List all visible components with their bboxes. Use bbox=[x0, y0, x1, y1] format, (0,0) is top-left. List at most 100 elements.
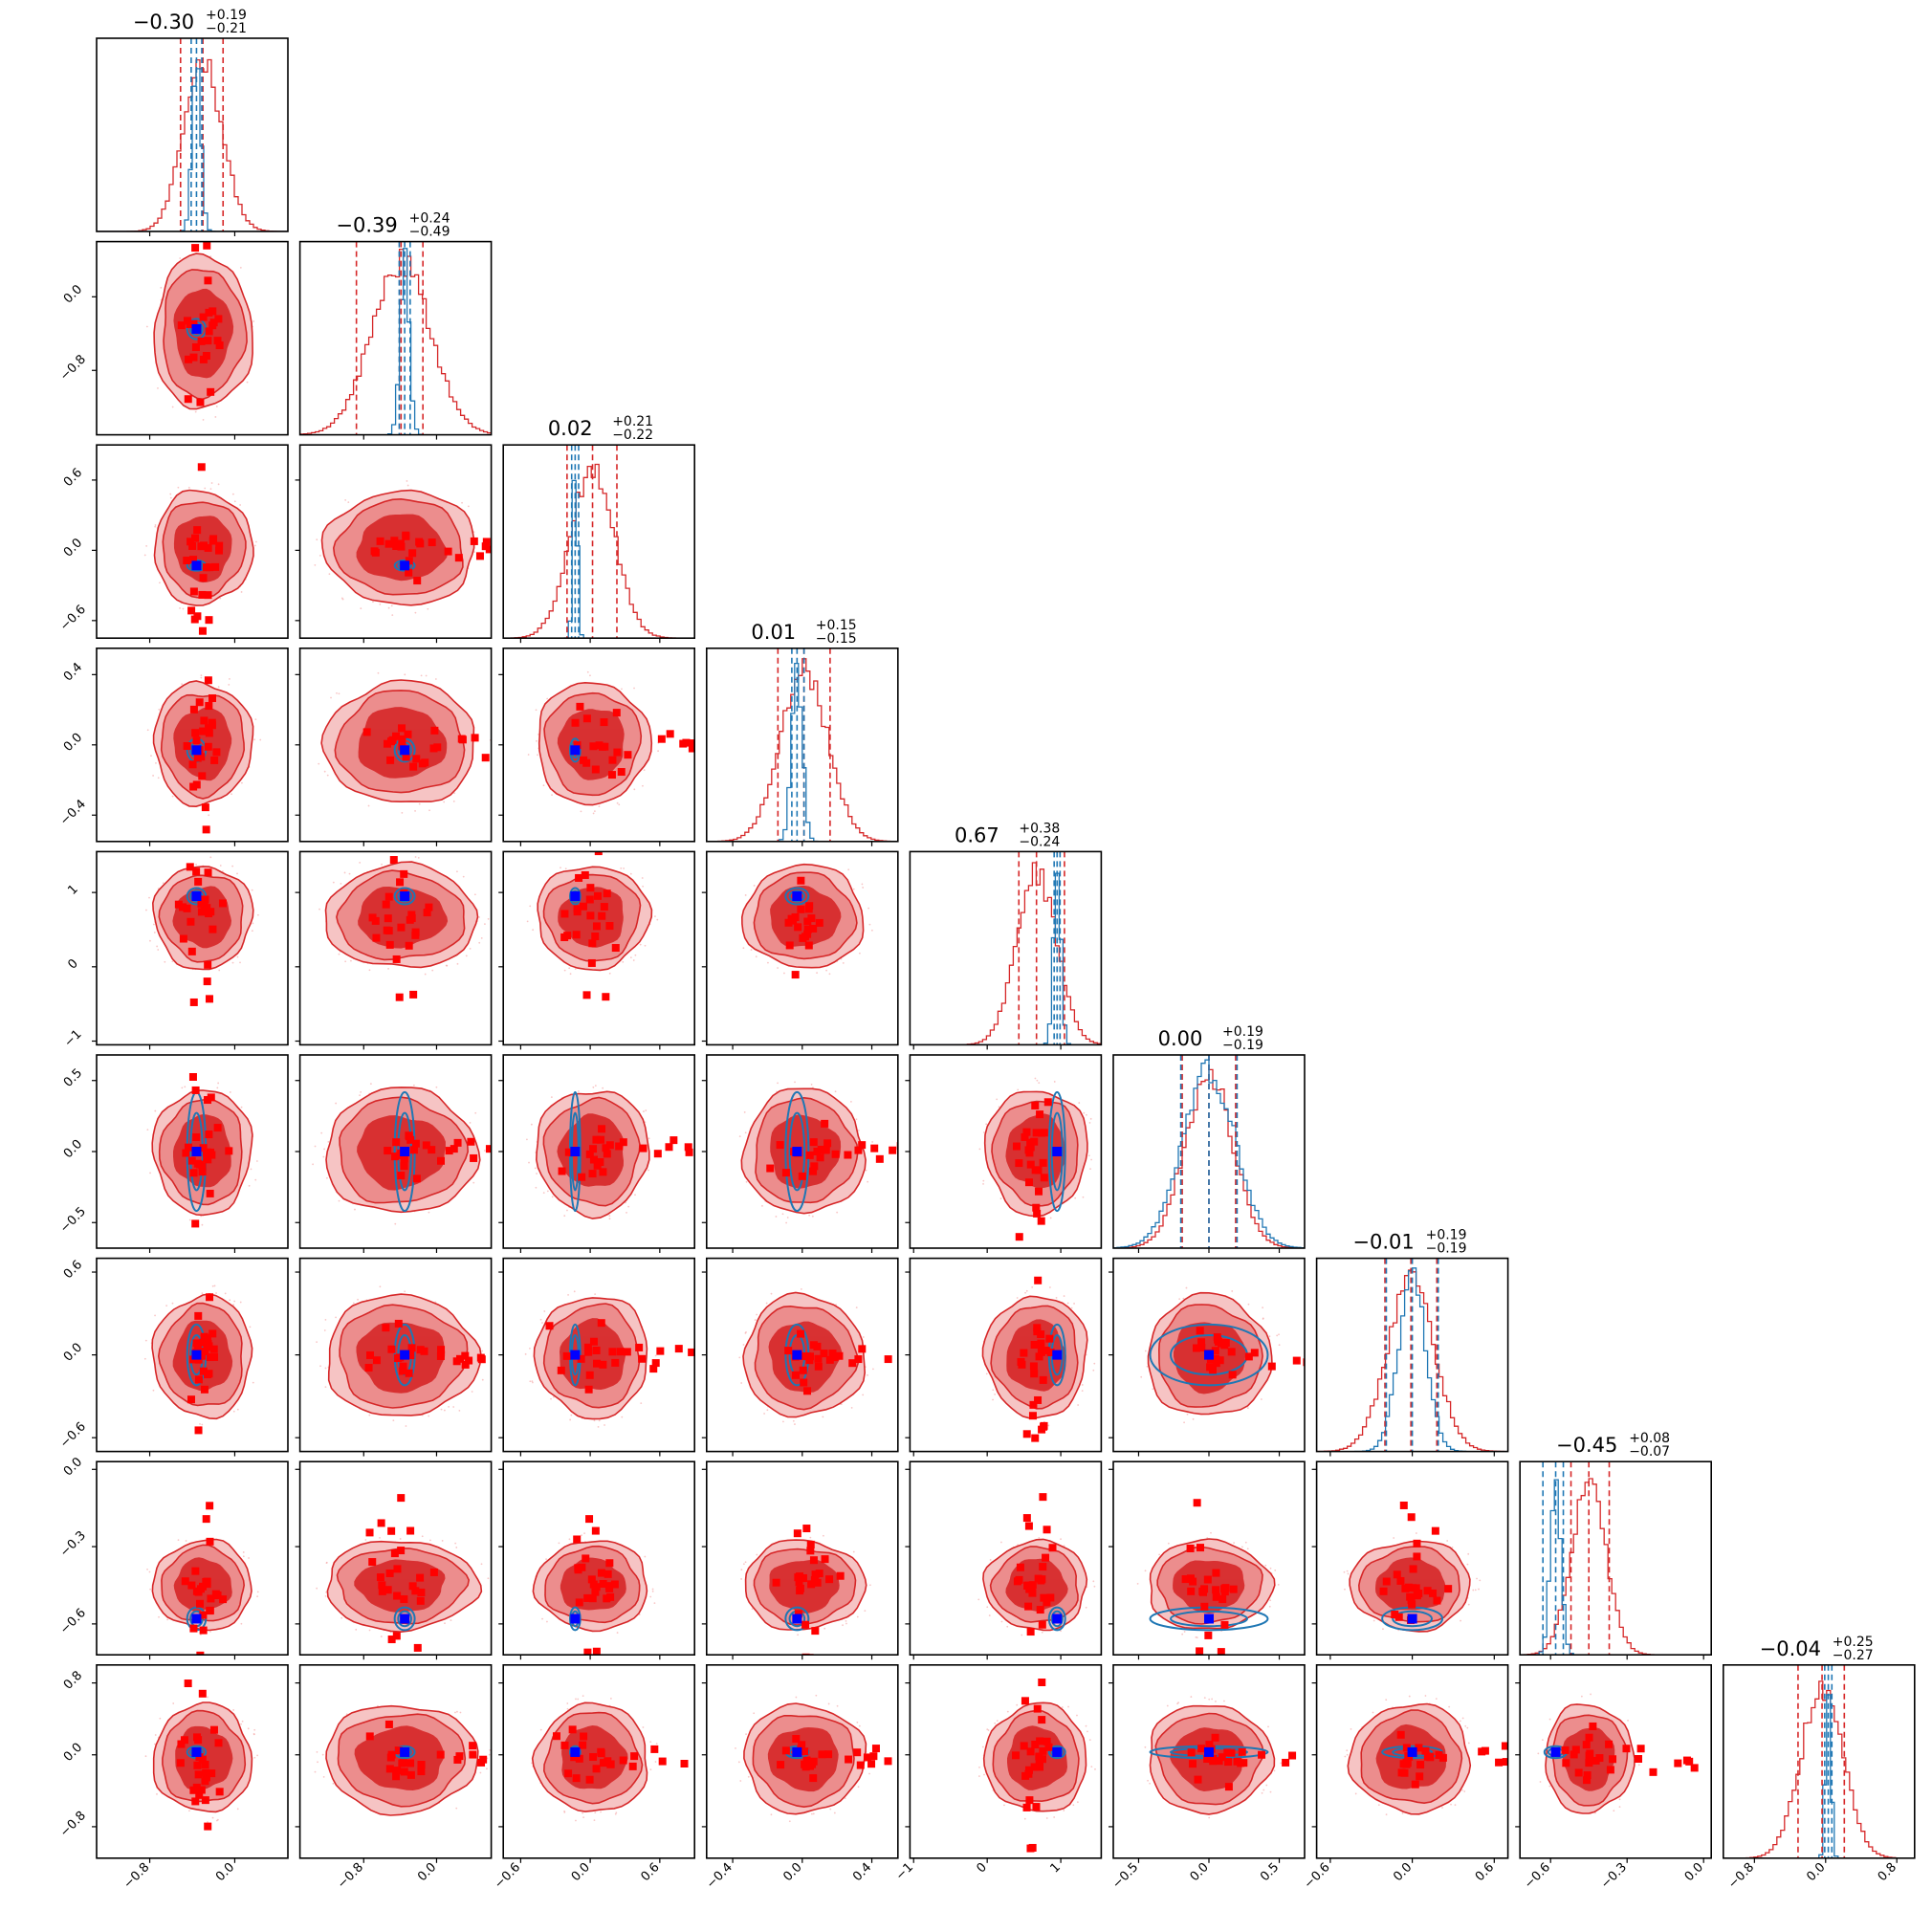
red-sample-point bbox=[368, 1414, 371, 1416]
red-sample-point bbox=[598, 805, 601, 807]
red-square-marker bbox=[1036, 1110, 1044, 1119]
red-sample-point bbox=[169, 493, 172, 495]
red-square-marker bbox=[809, 1774, 818, 1783]
red-sample-point bbox=[862, 887, 865, 889]
red-sample-point bbox=[160, 286, 163, 289]
red-sample-point bbox=[1000, 1541, 1002, 1544]
red-square-marker bbox=[482, 538, 491, 546]
red-square-marker bbox=[209, 1345, 218, 1353]
red-square-marker bbox=[766, 1164, 775, 1173]
red-square-marker bbox=[801, 1763, 810, 1771]
red-square-marker bbox=[191, 1567, 200, 1575]
red-sample-point bbox=[622, 960, 625, 963]
red-square-marker bbox=[600, 718, 608, 727]
red-square-marker bbox=[794, 1610, 802, 1618]
y-tick-label: −0.8 bbox=[57, 1809, 89, 1840]
red-square-marker bbox=[1582, 1741, 1591, 1749]
red-sample-point bbox=[986, 1728, 989, 1731]
red-square-marker bbox=[1212, 1354, 1220, 1363]
panel-title-plus: +0.21 bbox=[612, 414, 653, 429]
red-sample-point bbox=[219, 597, 222, 600]
red-square-marker bbox=[1039, 1493, 1047, 1502]
red-sample-point bbox=[858, 1724, 861, 1727]
red-square-marker bbox=[362, 728, 371, 736]
red-square-marker bbox=[1237, 1759, 1245, 1767]
red-square-marker bbox=[1037, 1217, 1045, 1225]
red-square-marker bbox=[1042, 1553, 1050, 1562]
red-square-marker bbox=[400, 1162, 408, 1171]
blue-contour-outer bbox=[393, 1606, 416, 1632]
histogram-panel-7: −0.45 +0.08−0.07 bbox=[1519, 1431, 1712, 1660]
red-sample-point bbox=[1401, 1812, 1404, 1814]
red-sample-point bbox=[852, 1550, 855, 1553]
blue-truth-marker bbox=[1550, 1746, 1561, 1757]
red-square-marker bbox=[177, 321, 186, 330]
blue-contour-outer bbox=[1047, 1745, 1066, 1760]
red-sample-point bbox=[816, 972, 818, 975]
red-square-marker bbox=[822, 1146, 830, 1154]
blue-truth-marker bbox=[1204, 1614, 1214, 1624]
red-sample-point bbox=[1450, 1803, 1452, 1806]
red-square-marker bbox=[201, 803, 209, 812]
red-sample-point bbox=[1086, 1113, 1087, 1116]
panel-frame bbox=[96, 1460, 289, 1656]
red-sample-point bbox=[387, 968, 389, 970]
red-sample-point bbox=[335, 1102, 338, 1105]
red-square-marker bbox=[1636, 1745, 1645, 1753]
red-sample-point bbox=[594, 1811, 597, 1814]
blue-truth-marker bbox=[1407, 1614, 1417, 1624]
red-square-marker bbox=[605, 1141, 614, 1150]
red-square-marker bbox=[870, 1144, 879, 1153]
red-sample-point bbox=[324, 1386, 327, 1389]
red-sample-point bbox=[535, 1186, 538, 1189]
red-square-marker bbox=[1024, 1178, 1033, 1187]
panel-frame bbox=[502, 1664, 696, 1859]
red-square-marker bbox=[594, 851, 603, 856]
red-square-marker bbox=[412, 755, 421, 763]
red-sample-point bbox=[1618, 1806, 1621, 1808]
red-square-marker bbox=[844, 1151, 852, 1159]
red-sample-point bbox=[541, 1617, 543, 1620]
red-sample-point bbox=[551, 1196, 554, 1198]
red-square-marker bbox=[814, 1362, 823, 1371]
red-square-marker bbox=[387, 1526, 396, 1535]
panel-content bbox=[145, 241, 255, 421]
red-square-marker bbox=[585, 1150, 594, 1158]
red-sample-point bbox=[1031, 1285, 1034, 1288]
red-square-marker bbox=[396, 878, 405, 887]
red-sample-point bbox=[569, 1418, 572, 1421]
red-sample-point bbox=[145, 909, 147, 911]
red-square-marker bbox=[563, 932, 572, 940]
red-square-marker bbox=[653, 1150, 662, 1158]
blue-truth-marker bbox=[792, 1147, 802, 1156]
red-square-marker bbox=[215, 1788, 224, 1796]
red-square-marker bbox=[390, 1153, 399, 1161]
red-sample-point bbox=[387, 606, 390, 609]
panel-content bbox=[738, 1288, 892, 1425]
red-sample-point bbox=[594, 1085, 597, 1087]
red-sample-point bbox=[744, 1131, 747, 1134]
red-square-marker bbox=[1197, 1344, 1206, 1352]
red-sample-point bbox=[1183, 1631, 1186, 1633]
blue-truth-marker bbox=[191, 1147, 202, 1156]
red-sample-point bbox=[391, 614, 394, 617]
red-sample-point bbox=[254, 718, 257, 721]
red-square-marker bbox=[656, 1347, 665, 1355]
panel-content bbox=[524, 1290, 695, 1428]
red-square-marker bbox=[393, 1767, 402, 1775]
y-tick-label: −0.4 bbox=[57, 797, 89, 828]
red-sample-point bbox=[149, 1588, 152, 1591]
red-square-marker bbox=[1035, 1187, 1043, 1196]
red-square-marker bbox=[854, 1146, 863, 1154]
red-sample-point bbox=[222, 870, 224, 872]
red-square-marker bbox=[799, 933, 807, 942]
red-square-marker bbox=[1039, 1375, 1047, 1384]
red-sample-point bbox=[568, 1538, 571, 1541]
red-sample-point bbox=[999, 1197, 1002, 1200]
red-histogram bbox=[706, 658, 898, 842]
red-square-marker bbox=[821, 1119, 829, 1128]
red-square-marker bbox=[913, 1754, 921, 1762]
red-square-marker bbox=[545, 1322, 554, 1330]
red-square-marker bbox=[476, 1353, 485, 1362]
red-square-marker bbox=[795, 1578, 803, 1587]
